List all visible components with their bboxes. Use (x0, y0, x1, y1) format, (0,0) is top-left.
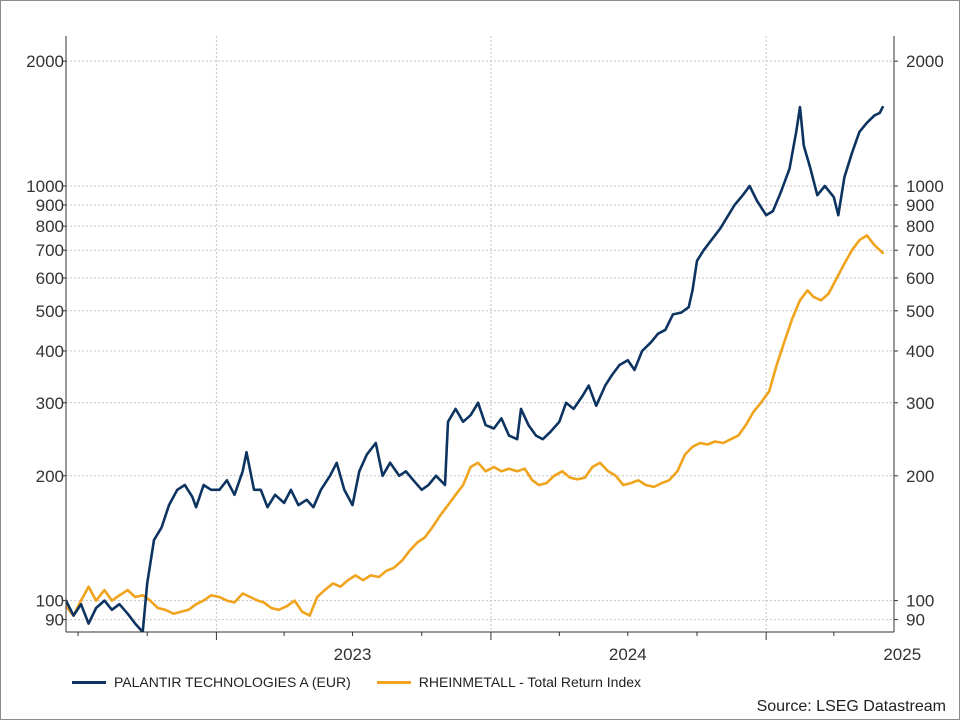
y-tick-label-left-2000: 2000 (26, 52, 64, 71)
y-tick-label-right-900: 900 (906, 196, 934, 215)
y-tick-label-left-700: 700 (36, 241, 64, 260)
y-tick-label-right-200: 200 (906, 467, 934, 486)
legend-swatch-palantir (72, 680, 106, 684)
legend-label-palantir: PALANTIR TECHNOLOGIES A (EUR) (114, 674, 351, 690)
y-tick-label-left-800: 800 (36, 217, 64, 236)
legend-label-rheinmetall: RHEINMETALL - Total Return Index (418, 674, 642, 690)
legend-item-rheinmetall: RHEINMETALL - Total Return Index (376, 674, 642, 690)
x-tick-label-2023: 2023 (334, 645, 372, 664)
y-tick-label-right-100: 100 (906, 592, 934, 611)
y-tick-label-right-1000: 1000 (906, 177, 944, 196)
y-tick-label-left-600: 600 (36, 269, 64, 288)
y-tick-label-right-800: 800 (906, 217, 934, 236)
y-tick-label-right-400: 400 (906, 342, 934, 361)
y-tick-label-right-90: 90 (906, 611, 925, 630)
y-tick-label-right-500: 500 (906, 302, 934, 321)
series-line-rheinmetall (66, 234, 884, 617)
y-tick-label-right-600: 600 (906, 269, 934, 288)
y-tick-label-left-200: 200 (36, 467, 64, 486)
legend-item-palantir: PALANTIR TECHNOLOGIES A (EUR) (72, 674, 351, 690)
x-tick-label-2024: 2024 (609, 645, 647, 664)
y-tick-label-left-500: 500 (36, 302, 64, 321)
series-line-palantir (66, 105, 884, 632)
legend-swatch-rheinmetall (376, 680, 411, 684)
series-layer (66, 105, 884, 632)
grid (66, 36, 894, 632)
x-tick-label-2025: 2025 (883, 645, 921, 664)
axes (62, 36, 898, 640)
y-tick-label-left-400: 400 (36, 342, 64, 361)
y-tick-label-left-900: 900 (36, 196, 64, 215)
y-tick-label-left-1000: 1000 (26, 177, 64, 196)
legend: PALANTIR TECHNOLOGIES A (EUR) RHEINMETAL… (72, 672, 667, 692)
source-note: Source: LSEG Datastream (756, 698, 946, 715)
y-tick-label-left-100: 100 (36, 592, 64, 611)
y-tick-label-left-300: 300 (36, 394, 64, 413)
y-tick-label-right-700: 700 (906, 241, 934, 260)
y-tick-label-right-2000: 2000 (906, 52, 944, 71)
y-tick-label-right-300: 300 (906, 394, 934, 413)
y-tick-label-left-90: 90 (45, 611, 64, 630)
